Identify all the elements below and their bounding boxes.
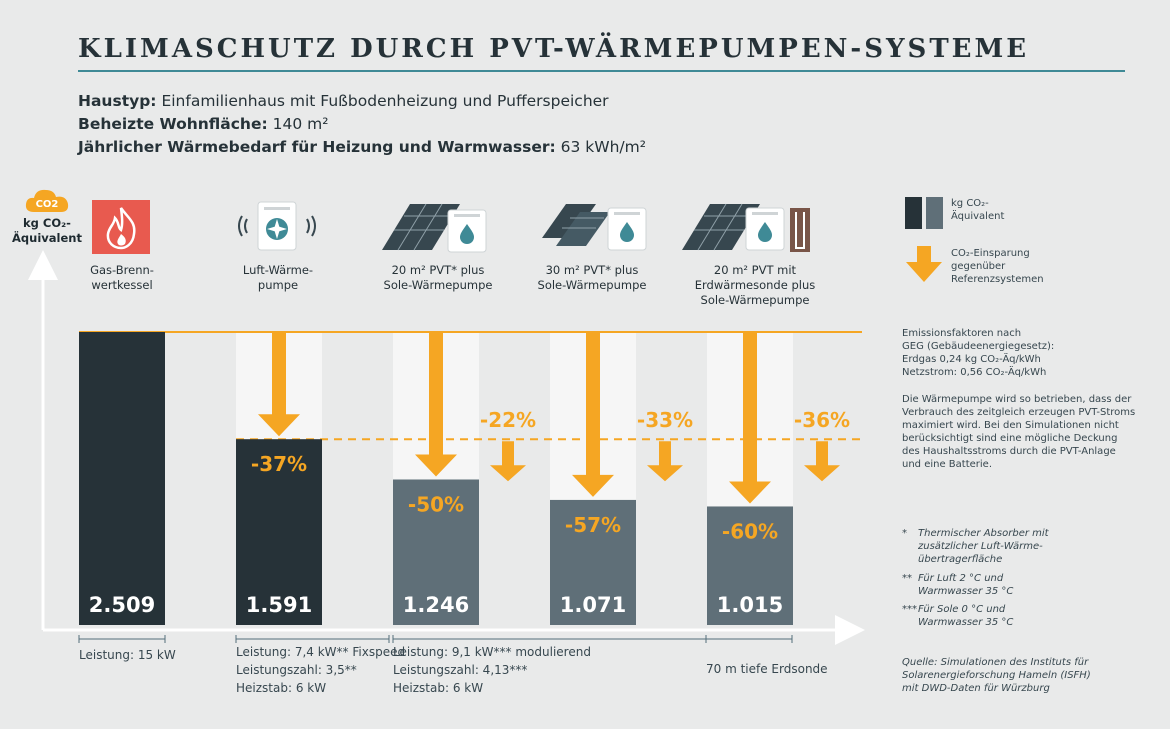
bar-value-label: 2.509 — [89, 593, 155, 617]
page-title: KLIMASCHUTZ DURCH PVT-WÄRMEPUMPEN-SYSTEM… — [78, 34, 1030, 64]
savings-arrow — [415, 332, 457, 477]
y-axis-label: kg CO₂- Äquivalent — [12, 216, 82, 245]
co2-badge-text: CO2 — [36, 199, 59, 210]
flame-icon — [92, 200, 150, 254]
secondary-savings-label: -33% — [637, 408, 693, 432]
source-note: Quelle: Simulationen des Instituts für So… — [902, 657, 1091, 694]
savings-arrow — [572, 332, 614, 497]
savings-label: -50% — [408, 492, 464, 516]
air-heat-pump-icon — [238, 201, 316, 251]
secondary-savings-arrow — [804, 441, 840, 482]
bar-value-label: 1.591 — [246, 593, 312, 617]
secondary-savings-arrow — [490, 441, 526, 482]
footnote-1: * Thermischer Absorber mit zusätzlicher L… — [902, 528, 1049, 565]
info-living-area: Beheizte Wohnfläche: 140 m² — [78, 115, 329, 133]
savings-arrow — [258, 332, 300, 437]
spec-brackets — [78, 635, 793, 643]
savings-arrow — [729, 332, 771, 504]
spec-gas: Leistung: 15 kW — [79, 648, 176, 662]
emission-factors-note: Emissionsfaktoren nach GEG (Gebäudeenergi… — [902, 328, 1055, 378]
bracket-probe — [705, 635, 792, 643]
co2-cloud-icon: CO2 — [25, 189, 69, 212]
bar-value-label: 1.071 — [560, 593, 626, 617]
category-label-gas: Gas-Brenn-wertkessel — [90, 263, 154, 292]
info-heat-demand: Jährlicher Wärmebedarf für Heizung und W… — [78, 138, 646, 156]
bar — [236, 439, 322, 625]
bar — [393, 479, 479, 625]
bracket-gas — [78, 635, 166, 643]
category-label-pvt-geo: 20 m² PVT mit Erdwärmesonde plus Sole-Wärm… — [694, 263, 816, 307]
legend-co2-swatches — [905, 197, 943, 229]
savings-label: -57% — [565, 513, 621, 537]
category-label-pvt20: 20 m² PVT* plus Sole-Wärmepumpe — [383, 263, 493, 292]
title-divider — [78, 70, 1125, 72]
bar-value-label: 1.015 — [717, 593, 783, 617]
bar — [550, 499, 636, 625]
spec-air: Leistung: 7,4 kW** Fixspeed Leistungszahl… — [236, 645, 406, 695]
savings-label: -60% — [722, 519, 778, 543]
footnote-2: ** Für Luft 2 °C und Warmwasser 35 °C — [902, 573, 1014, 597]
legend-savings-arrow-icon — [906, 246, 942, 282]
category-label-pvt30: 30 m² PVT* plus Sole-Wärmepumpe — [537, 263, 647, 292]
secondary-savings-label: -36% — [794, 408, 850, 432]
bracket-air — [235, 635, 390, 643]
legend-savings-label: CO₂-Einsparung gegenüber Referenzsystemen — [951, 248, 1044, 285]
savings-label: -37% — [251, 452, 307, 476]
spec-sole: Leistung: 9,1 kW*** modulierend Leistungs… — [393, 645, 591, 695]
pvt-30-icon — [542, 204, 647, 251]
pvt-geothermal-icon — [682, 203, 810, 252]
legend-co2-label: kg CO₂- Äquivalent — [951, 198, 1005, 222]
bar — [79, 332, 165, 625]
footnote-3: *** Für Sole 0 °C und Warmwasser 35 °C — [902, 604, 1014, 628]
secondary-savings-arrow — [647, 441, 683, 482]
bar-value-label: 1.246 — [403, 593, 469, 617]
spec-probe: 70 m tiefe Erdsonde — [706, 662, 828, 676]
secondary-savings-label: -22% — [480, 408, 536, 432]
operation-note: Die Wärmepumpe wird so betrieben, dass d… — [902, 394, 1136, 470]
category-label-air: Luft-Wärme-pumpe — [242, 263, 314, 292]
pvt-20-icon — [382, 203, 487, 253]
bar — [707, 506, 793, 625]
info-house-type: Haustyp: Einfamilienhaus mit Fußbodenhei… — [78, 92, 609, 110]
